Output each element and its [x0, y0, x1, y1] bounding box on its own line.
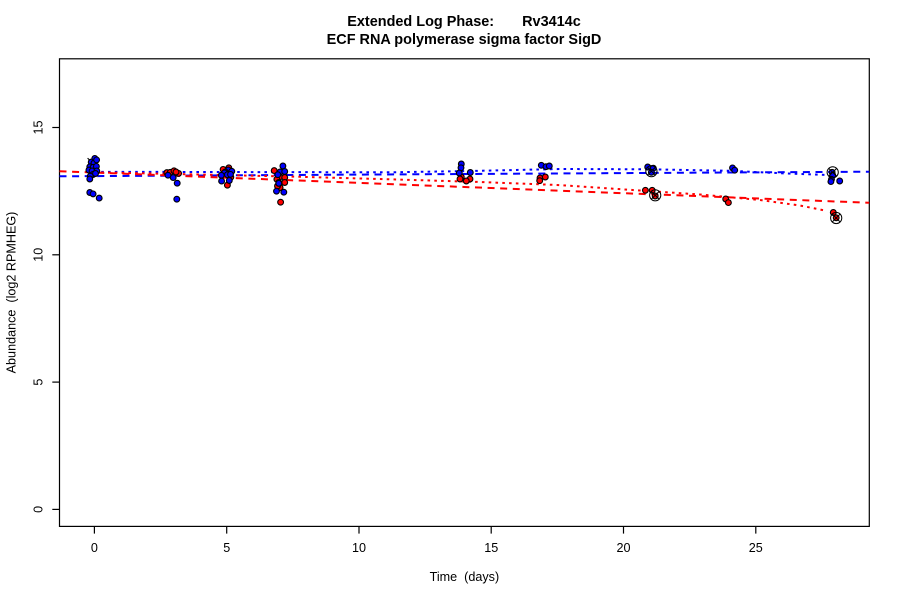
svg-text:Extended Log Phase: Rv34: Extended Log Phase: Rv3414c: [347, 14, 581, 30]
svg-text:15: 15: [32, 120, 46, 134]
svg-text:25: 25: [749, 541, 763, 555]
svg-text:5: 5: [223, 541, 230, 555]
svg-text:20: 20: [616, 541, 630, 555]
svg-text:0: 0: [91, 541, 98, 555]
svg-text:Time (days): Time (days): [430, 570, 500, 584]
svg-text:15: 15: [484, 541, 498, 555]
svg-text:10: 10: [352, 541, 366, 555]
svg-text:Abundance (log2 RPMHEG): Abundance (log2 RPMHEG): [4, 212, 18, 374]
svg-text:0: 0: [32, 506, 46, 513]
svg-text:5: 5: [32, 379, 46, 386]
svg-text:ECF RNA polymerase sigma facto: ECF RNA polymerase sigma factor SigD: [327, 32, 602, 48]
svg-text:10: 10: [32, 248, 46, 262]
